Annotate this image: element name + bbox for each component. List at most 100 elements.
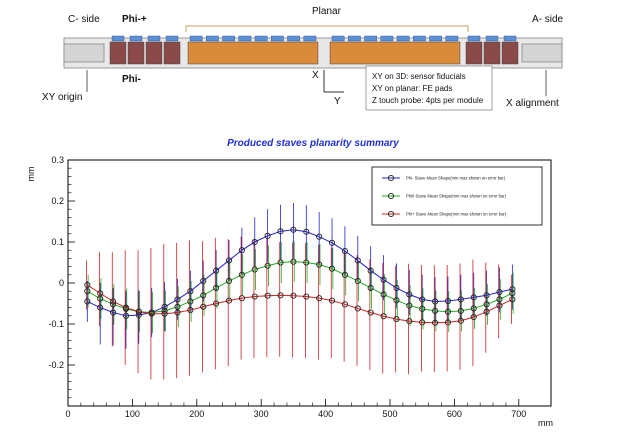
x-tick-label: 600: [447, 409, 462, 419]
stave-module: [145, 41, 163, 65]
y-tick-label: 0.3: [51, 155, 64, 165]
data-point: [251, 238, 258, 246]
data-point: [341, 271, 348, 278]
series-line: [87, 284, 513, 324]
stave-module: [127, 41, 145, 65]
data-point: [135, 311, 142, 319]
module-pad: [303, 35, 317, 42]
data-point: [84, 288, 91, 295]
module-pad: [147, 35, 161, 42]
legend-entry-label: Phi0 Stave Mean Shape(min max shown on e…: [406, 194, 507, 199]
module-pad: [111, 35, 125, 42]
data-point: [277, 228, 284, 235]
module-pad: [413, 35, 426, 42]
axis-y-label: Y: [334, 96, 341, 107]
data-point: [457, 296, 464, 303]
module-pad: [254, 35, 268, 42]
legend-entry-label: Phi- Stave Mean Shape(min max shown on e…: [406, 176, 506, 181]
data-point: [380, 313, 387, 320]
diagram-legend-line-3: Z touch probe: 4pts per module: [372, 96, 484, 105]
data-point: [225, 257, 233, 264]
module-pad: [189, 35, 203, 42]
data-point: [483, 301, 490, 308]
diagram-legend-line-2: XY on planar: FE pads: [372, 84, 452, 93]
legend-entry-label: Phi+ Stave Mean Shape(min max shown on e…: [406, 212, 507, 217]
data-point: [213, 300, 220, 307]
module-pad: [206, 35, 219, 42]
data-point: [367, 267, 374, 274]
data-point: [393, 284, 400, 291]
data-point: [432, 307, 439, 314]
module-pad: [222, 35, 235, 42]
module-pad: [445, 35, 459, 42]
stave-module: [465, 41, 483, 65]
data-point: [174, 303, 181, 310]
data-point: [251, 266, 258, 273]
data-point: [496, 288, 503, 296]
data-point: [419, 305, 426, 312]
data-point: [457, 317, 464, 324]
data-point: [328, 265, 336, 272]
data-point: [238, 295, 245, 302]
module-group: [109, 35, 519, 65]
y-tick-label: -0.2: [48, 360, 64, 370]
data-point: [303, 259, 310, 266]
module-pad: [380, 35, 394, 42]
data-point: [341, 247, 348, 255]
axis-x-label: X: [312, 70, 319, 81]
module-pad: [331, 35, 345, 42]
data-point: [354, 277, 361, 285]
data-point: [264, 292, 271, 299]
data-point: [444, 319, 452, 326]
x-tick-label: 400: [318, 409, 333, 419]
data-point: [161, 303, 168, 310]
chart-title: Produced staves planarity summary: [227, 138, 399, 149]
data-point: [328, 239, 336, 246]
data-point: [367, 284, 374, 291]
data-point: [496, 302, 503, 309]
data-point: [341, 301, 348, 308]
stave-end-c: [63, 43, 105, 63]
y-tick-label: 0: [59, 278, 64, 288]
module-pad: [485, 35, 499, 42]
module-pad: [396, 35, 410, 42]
legend-swatch-marker: [387, 210, 395, 218]
data-point: [264, 262, 271, 269]
data-point: [200, 303, 207, 310]
data-point: [290, 226, 297, 233]
data-point: [213, 267, 220, 274]
data-point: [380, 291, 387, 298]
data-point: [444, 297, 452, 305]
data-point: [200, 277, 207, 285]
data-point: [110, 309, 117, 316]
diagram-legend-line-1: XY on 3D: sensor fiducials: [372, 72, 466, 81]
data-point: [97, 290, 104, 297]
stave-end-a: [521, 43, 563, 63]
stave-diagram: C- side Phi-+ Planar A- side Phi- XY ori…: [42, 6, 564, 111]
data-point: [290, 292, 297, 299]
data-point: [110, 298, 117, 305]
data-point: [483, 308, 490, 315]
x-alignment-label: X alignment: [506, 98, 559, 109]
y-tick-label: -0.1: [48, 319, 64, 329]
data-point: [509, 296, 516, 303]
x-tick-label: 700: [511, 409, 526, 419]
y-tick-label: 0.2: [51, 196, 64, 206]
data-point: [213, 284, 220, 291]
module-pad: [129, 35, 143, 42]
data-point: [380, 276, 387, 283]
phi-plus-label: Phi-+: [122, 14, 147, 25]
data-point: [148, 310, 155, 317]
data-point: [316, 295, 323, 302]
y-axis-label: mm: [26, 167, 36, 182]
data-point: [264, 232, 271, 239]
data-point: [367, 309, 374, 316]
data-point: [238, 247, 245, 254]
data-point: [251, 293, 258, 300]
data-point: [174, 309, 181, 316]
data-point: [406, 302, 413, 309]
data-point: [277, 292, 284, 299]
data-point: [354, 305, 361, 312]
planar-label: Planar: [312, 6, 342, 17]
